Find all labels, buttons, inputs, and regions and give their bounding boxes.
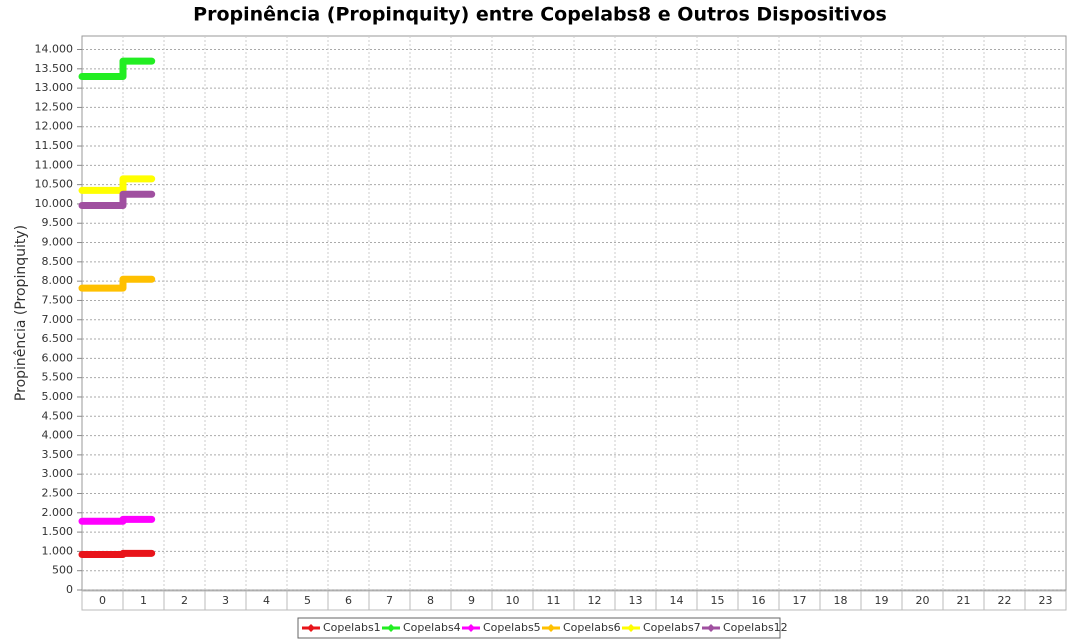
x-tick-label: 13 (629, 594, 643, 607)
x-tick-label: 1 (140, 594, 147, 607)
y-tick-label: 8.000 (42, 274, 74, 287)
series-line (78, 549, 156, 558)
x-tick-label: 2 (181, 594, 188, 607)
y-axis-label: Propinência (Propinquity) (13, 225, 29, 401)
legend-box (297, 617, 781, 639)
series-line (78, 190, 156, 209)
y-tick-label: 3.500 (42, 448, 74, 461)
y-tick-label: 12.000 (35, 120, 74, 133)
x-tick-label: 20 (916, 594, 930, 607)
x-tick-label: 18 (834, 594, 848, 607)
y-tick-label: 0 (66, 583, 73, 596)
y-tick-label: 7.500 (42, 293, 74, 306)
x-tick-label: 5 (304, 594, 311, 607)
y-tick-label: 11.000 (35, 158, 74, 171)
x-tick-box (1024, 590, 1067, 611)
y-tick-label: 13.000 (35, 81, 74, 94)
x-tick-label: 23 (1039, 594, 1053, 607)
x-tick-label: 6 (345, 594, 352, 607)
legend-label: Copelabs6 (563, 621, 621, 634)
y-tick-label: 2.500 (42, 486, 74, 499)
y-tick-label: 4.500 (42, 409, 74, 422)
y-tick-label: 13.500 (35, 62, 74, 75)
x-tick-label: 16 (752, 594, 766, 607)
legend-marker (307, 624, 315, 632)
legend-label: Copelabs4 (403, 621, 461, 634)
y-tick-label: 500 (52, 564, 73, 577)
y-tick-label: 11.500 (35, 139, 74, 152)
y-tick-label: 6.000 (42, 351, 74, 364)
x-tick-label: 15 (711, 594, 725, 607)
legend-marker (547, 624, 555, 632)
y-tick-label: 7.000 (42, 313, 74, 326)
y-tick-label: 9.000 (42, 236, 74, 249)
legend-label: Copelabs7 (643, 621, 701, 634)
legend-label: Copelabs1 (323, 621, 381, 634)
series-line (78, 57, 156, 81)
y-tick-label: 10.000 (35, 197, 74, 210)
legend-label: Copelabs12 (723, 621, 788, 634)
x-tick-label: 7 (386, 594, 393, 607)
x-tick-label: 17 (793, 594, 807, 607)
legend-marker (467, 624, 475, 632)
legend-marker (387, 624, 395, 632)
x-tick-label: 8 (427, 594, 434, 607)
x-tick-label: 3 (222, 594, 229, 607)
x-tick-label: 0 (99, 594, 106, 607)
y-tick-label: 2.000 (42, 506, 74, 519)
x-tick-label: 21 (957, 594, 971, 607)
y-tick-label: 12.500 (35, 100, 74, 113)
y-tick-label: 4.000 (42, 429, 74, 442)
x-tick-label: 12 (588, 594, 602, 607)
legend-label: Copelabs5 (483, 621, 541, 634)
x-tick-label: 11 (547, 594, 561, 607)
y-tick-label: 1.000 (42, 544, 74, 557)
x-tick-label: 14 (670, 594, 684, 607)
series-line (78, 175, 156, 194)
x-tick-label: 19 (875, 594, 889, 607)
series-line (78, 275, 156, 292)
x-tick-label: 10 (506, 594, 520, 607)
x-tick-label: 4 (263, 594, 270, 607)
legend-marker (627, 624, 635, 632)
y-tick-label: 5.000 (42, 390, 74, 403)
y-tick-label: 8.500 (42, 255, 74, 268)
y-tick-label: 10.500 (35, 178, 74, 191)
y-tick-label: 6.500 (42, 332, 74, 345)
chart-title: Propinência (Propinquity) entre Copelabs… (193, 4, 887, 26)
x-tick-label: 22 (998, 594, 1012, 607)
y-tick-label: 1.500 (42, 525, 74, 538)
y-tick-label: 9.500 (42, 216, 74, 229)
y-tick-label: 3.000 (42, 467, 74, 480)
series-line (78, 515, 156, 525)
legend-marker (707, 624, 715, 632)
x-tick-label: 9 (468, 594, 475, 607)
y-tick-label: 14.000 (35, 43, 74, 56)
y-tick-label: 5.500 (42, 371, 74, 384)
